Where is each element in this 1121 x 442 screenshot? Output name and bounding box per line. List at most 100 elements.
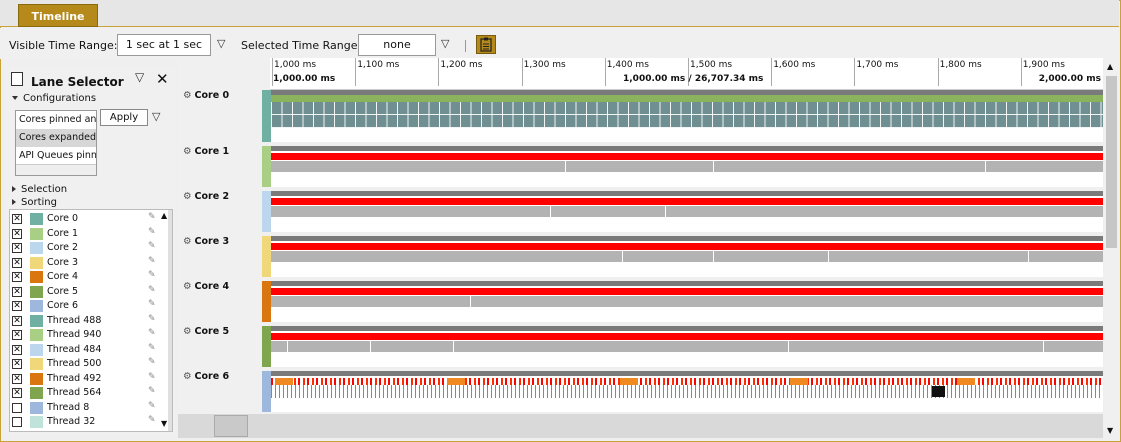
- config-hscrollbar[interactable]: [16, 164, 96, 175]
- lane-checkbox[interactable]: ✕: [12, 272, 22, 282]
- gear-icon[interactable]: ⚙: [183, 236, 192, 247]
- gear-icon[interactable]: ⚙: [183, 146, 192, 157]
- pin-icon[interactable]: ✎: [148, 313, 156, 324]
- lane-list-item[interactable]: ✕ Core 4 ✎: [10, 270, 160, 285]
- timeline-hscroll-thumb[interactable]: [214, 415, 248, 437]
- lane-activity-bar: [447, 378, 465, 385]
- lane-list-item[interactable]: ✕ Thread 492 ✎: [10, 372, 160, 387]
- gear-icon[interactable]: ⚙: [183, 371, 192, 382]
- lane-activity-bar: [271, 102, 1103, 128]
- lane-list-item[interactable]: Thread 8 ✎: [10, 401, 160, 416]
- lane-checkbox[interactable]: ✕: [12, 315, 22, 326]
- lane-color-swatch: [30, 285, 43, 298]
- config-item[interactable]: Cores expanded: [16, 129, 96, 147]
- lane-list-item[interactable]: ✕ Thread 564 ✎: [10, 386, 160, 401]
- scroll-down-icon[interactable]: ▼: [1107, 426, 1114, 435]
- lane-header[interactable]: ⚙ Core 4: [183, 281, 229, 292]
- scroll-up-icon[interactable]: ▲: [1107, 62, 1114, 71]
- lane-checkbox[interactable]: ✕: [12, 359, 22, 369]
- lane-color-bar: [262, 326, 271, 367]
- lane-header-label: Core 5: [194, 326, 230, 337]
- selected-range-dropdown-icon[interactable]: ▽: [441, 37, 450, 50]
- pin-icon[interactable]: ✎: [148, 270, 156, 280]
- pin-icon[interactable]: ✎: [148, 371, 156, 382]
- lane-list-item[interactable]: ✕ Thread 484 ✎: [10, 343, 160, 358]
- gear-icon[interactable]: ⚙: [183, 281, 192, 292]
- lane-list-item[interactable]: ✕ Thread 500 ✎: [10, 357, 160, 372]
- lane-list-item[interactable]: ✕ Core 3 ✎: [10, 256, 160, 271]
- visible-range-field[interactable]: 1 sec at 1 sec: [117, 34, 211, 56]
- pin-icon[interactable]: ✎: [148, 342, 156, 353]
- configurations-list[interactable]: Cores pinned and Cores expanded API Queu…: [15, 110, 97, 176]
- lane-checkbox[interactable]: ✕: [12, 330, 22, 340]
- selected-range-field[interactable]: none: [358, 34, 436, 56]
- lane-header[interactable]: ⚙ Core 1: [183, 146, 229, 157]
- lane-header[interactable]: ⚙ Core 2: [183, 191, 229, 202]
- lane-selector-menu-icon[interactable]: ▽: [135, 70, 145, 84]
- pin-icon[interactable]: ✎: [148, 357, 156, 367]
- lane-header[interactable]: ⚙ Core 0: [183, 90, 229, 101]
- lane-header[interactable]: ⚙ Core 3: [183, 236, 229, 247]
- lane-checkbox[interactable]: ✕: [12, 257, 22, 268]
- lane-list-scrollbar[interactable]: [168, 210, 172, 431]
- lane-list-item[interactable]: ✕ Core 6 ✎: [10, 299, 160, 314]
- visible-range-dropdown-icon[interactable]: ▽: [217, 37, 226, 50]
- timeline-vscroll-thumb[interactable]: [1106, 76, 1117, 248]
- config-item[interactable]: Cores pinned and: [19, 114, 96, 125]
- pin-icon[interactable]: ✎: [148, 212, 156, 222]
- ruler-tick: [1020, 58, 1022, 86]
- pin-icon[interactable]: ✎: [148, 400, 156, 411]
- tab-timeline[interactable]: Timeline: [18, 4, 98, 27]
- lane-list-item[interactable]: ✕ Thread 940 ✎: [10, 328, 160, 343]
- lane-header-label: Core 2: [194, 191, 230, 202]
- pin-icon[interactable]: ✎: [148, 226, 156, 237]
- lane-divider: [622, 251, 623, 262]
- gear-icon[interactable]: ⚙: [183, 191, 192, 202]
- lane-checkbox[interactable]: ✕: [12, 388, 22, 398]
- lane-checkbox[interactable]: ✕: [12, 373, 22, 384]
- lane-list-item[interactable]: ✕ Thread 488 ✎: [10, 314, 160, 329]
- gear-icon[interactable]: ⚙: [183, 90, 192, 101]
- pin-icon[interactable]: ✎: [148, 328, 156, 338]
- lane-list-item[interactable]: ✕ Core 5 ✎: [10, 285, 160, 300]
- lane-list-item[interactable]: Thread 32 ✎: [10, 415, 160, 430]
- pin-icon[interactable]: ✎: [148, 415, 156, 425]
- lane-checkbox[interactable]: [12, 402, 22, 413]
- lane-divider: [985, 161, 986, 172]
- lane-name: Core 3: [47, 256, 79, 268]
- lane-checkbox[interactable]: ✕: [12, 243, 22, 253]
- config-item[interactable]: API Queues pinne: [19, 150, 96, 161]
- lane-list-item[interactable]: ✕ Core 0 ✎: [10, 212, 160, 227]
- lane-header[interactable]: ⚙ Core 5: [183, 326, 229, 337]
- lane-checkbox[interactable]: ✕: [12, 344, 22, 355]
- close-icon[interactable]: ✕: [156, 70, 169, 88]
- pin-icon[interactable]: ✎: [148, 284, 156, 295]
- timeline-hscrollbar[interactable]: [178, 414, 1103, 438]
- lane-checkbox[interactable]: ✕: [12, 301, 22, 311]
- lane-header[interactable]: ⚙ Core 6: [183, 371, 229, 382]
- lane-activity-bar: [790, 378, 808, 385]
- lane-checkbox[interactable]: [12, 417, 22, 427]
- apply-dropdown-icon[interactable]: ▽: [152, 110, 161, 123]
- sorting-toggle[interactable]: Sorting: [12, 197, 57, 208]
- apply-button[interactable]: Apply: [100, 109, 148, 126]
- pin-icon[interactable]: ✎: [148, 241, 156, 251]
- lane-list-item[interactable]: ✕ Core 1 ✎: [10, 227, 160, 242]
- lane-checkbox[interactable]: ✕: [12, 214, 22, 224]
- scroll-down-icon[interactable]: ▼: [161, 419, 168, 428]
- lane-activity-bar: [932, 386, 945, 397]
- pin-icon[interactable]: ✎: [148, 386, 156, 396]
- lane-name: Thread 484: [47, 343, 102, 355]
- lane-checkbox[interactable]: ✕: [12, 228, 22, 239]
- clipboard-icon[interactable]: [476, 35, 496, 54]
- pin-icon[interactable]: ✎: [148, 255, 156, 266]
- scroll-up-icon[interactable]: ▲: [161, 211, 168, 220]
- gear-icon[interactable]: ⚙: [183, 326, 192, 337]
- lane-list-item[interactable]: ✕ Core 2 ✎: [10, 241, 160, 256]
- lane-checkbox[interactable]: ✕: [12, 286, 22, 297]
- selection-toggle[interactable]: Selection: [12, 184, 67, 195]
- configurations-toggle[interactable]: Configurations: [12, 93, 96, 104]
- lane-selector-icon: [11, 72, 23, 86]
- pin-icon[interactable]: ✎: [148, 299, 156, 309]
- lane-name: Core 0: [47, 213, 79, 224]
